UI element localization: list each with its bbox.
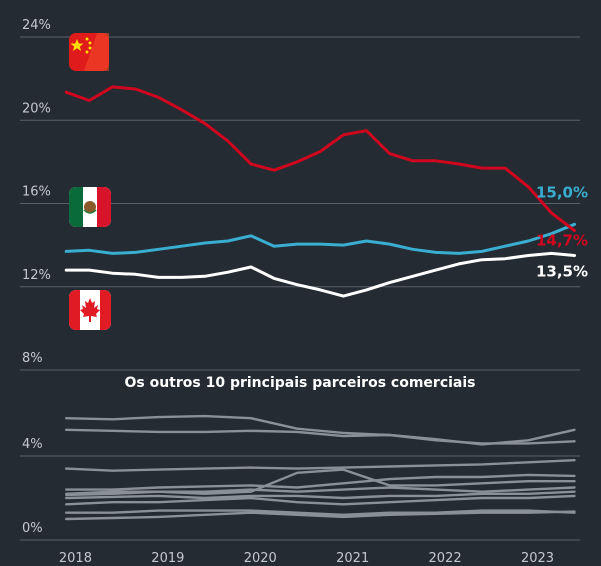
y-tick-label: 20%: [22, 101, 51, 116]
x-tick-label: 2019: [151, 551, 184, 566]
end-label: 13,5%: [536, 263, 588, 281]
x-tick-label: 2021: [336, 551, 369, 566]
series-line: [65, 494, 576, 506]
panel-title: Os outros 10 principais parceiros comerc…: [124, 375, 475, 391]
end-label: 15,0%: [536, 183, 588, 201]
series-line: [64, 85, 576, 233]
flags: [69, 33, 111, 330]
flag-canada: [69, 290, 111, 330]
series-line: [65, 509, 576, 516]
series-line: [65, 490, 576, 500]
y-tick-label: 0%: [22, 521, 43, 536]
y-tick-label: 8%: [22, 351, 43, 366]
flag-mexico: [69, 187, 111, 227]
end-label: 14,7%: [536, 232, 588, 250]
series-line: [65, 414, 576, 446]
series-line: [64, 251, 576, 298]
x-tick-label: 2020: [244, 551, 277, 566]
series-line: [65, 459, 576, 472]
x-tick-label: 2023: [521, 551, 554, 566]
series-line: [65, 510, 576, 521]
y-tick-label: 16%: [22, 185, 51, 200]
flag-china: [69, 33, 109, 71]
x-tick-label: 2018: [59, 551, 92, 566]
series-line: [64, 222, 576, 255]
series-line: [65, 473, 576, 491]
series-line: [65, 468, 576, 495]
x-tick-label: 2022: [429, 551, 462, 566]
y-tick-label: 4%: [22, 437, 43, 452]
y-tick-label: 12%: [22, 268, 51, 283]
y-tick-label: 24%: [22, 18, 51, 33]
